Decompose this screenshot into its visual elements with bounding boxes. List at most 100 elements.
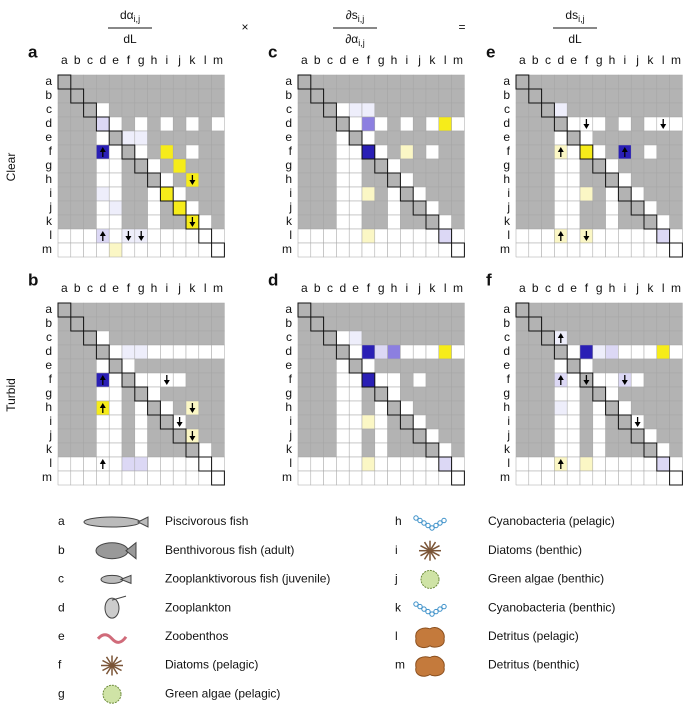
cell — [134, 442, 148, 458]
cell — [185, 330, 200, 346]
cell — [438, 158, 452, 174]
legend-key: d — [58, 600, 65, 614]
legend-label: Detritus (pelagic) — [488, 629, 579, 643]
cell — [438, 316, 452, 332]
icon-spike — [105, 656, 113, 666]
cell — [528, 302, 542, 318]
cell — [515, 228, 530, 244]
cell — [528, 344, 542, 360]
cell — [656, 330, 670, 346]
cell — [297, 116, 312, 132]
cell — [310, 116, 324, 132]
diagonal-cell — [374, 158, 389, 174]
cell — [198, 228, 212, 244]
row-label: e — [503, 130, 510, 144]
cell — [336, 74, 350, 90]
cell — [96, 116, 110, 132]
cell — [528, 102, 542, 118]
cell — [451, 330, 465, 346]
legend-label: Detritus (benthic) — [488, 658, 579, 672]
cell — [438, 186, 452, 202]
cell — [297, 102, 312, 118]
cell — [515, 330, 530, 346]
cell — [669, 130, 683, 146]
cell — [541, 102, 555, 118]
cell — [605, 372, 619, 388]
cell — [592, 102, 606, 118]
cell — [185, 186, 200, 202]
cell — [211, 200, 225, 216]
cell — [387, 116, 401, 132]
icon-spike — [111, 656, 119, 666]
cell — [451, 242, 465, 258]
column-label: k — [189, 281, 196, 295]
cell — [605, 242, 619, 258]
icon-bead — [413, 601, 419, 607]
diagonal-cell — [617, 186, 632, 202]
cell — [425, 400, 440, 416]
cell — [387, 442, 401, 458]
cell — [515, 456, 530, 472]
cell — [412, 214, 427, 230]
cell — [605, 186, 619, 202]
cell — [425, 316, 440, 332]
cell — [605, 414, 619, 430]
cell — [310, 186, 324, 202]
diagonal-cell — [605, 172, 619, 188]
cell — [185, 130, 200, 146]
cell — [172, 158, 187, 174]
cell — [348, 316, 363, 332]
cell — [579, 470, 594, 486]
cell — [172, 200, 187, 216]
cell — [515, 344, 530, 360]
cell — [348, 344, 363, 360]
cell — [387, 214, 401, 230]
cell — [160, 214, 174, 230]
diagonal-cell — [335, 344, 350, 360]
cell — [108, 316, 123, 332]
arrow-head — [621, 380, 628, 385]
cell — [515, 88, 530, 104]
denominator-text: dL — [123, 32, 137, 46]
column-label: m — [671, 53, 681, 67]
column-label: h — [609, 53, 616, 67]
cell — [121, 414, 136, 430]
cell — [310, 414, 324, 430]
cell — [579, 330, 594, 346]
icon-spike — [111, 659, 122, 667]
cell — [541, 344, 555, 360]
cell — [70, 228, 84, 244]
arrow-head — [583, 236, 590, 241]
cell — [297, 428, 312, 444]
cell — [579, 144, 594, 160]
cell — [172, 400, 187, 416]
cell — [541, 130, 555, 146]
cell — [643, 130, 658, 146]
cell — [96, 316, 110, 332]
cell — [297, 316, 312, 332]
cell — [566, 172, 581, 188]
numerator-text: dα — [120, 8, 134, 22]
cell — [108, 414, 123, 430]
cell — [198, 158, 212, 174]
cell — [297, 414, 312, 430]
cell — [554, 186, 568, 202]
cell — [669, 88, 683, 104]
cell — [387, 470, 401, 486]
panel-letter: d — [268, 270, 278, 289]
cell — [121, 316, 136, 332]
column-label: i — [165, 53, 168, 67]
cell — [656, 386, 670, 402]
cell — [412, 186, 427, 202]
cell — [172, 386, 187, 402]
cell — [374, 400, 388, 416]
cell — [361, 330, 376, 346]
legend-key: a — [58, 514, 65, 528]
row-label: k — [504, 442, 511, 456]
cell — [630, 470, 645, 486]
cell — [579, 456, 594, 472]
cell — [669, 400, 683, 416]
cell — [618, 302, 632, 318]
cell — [160, 358, 174, 374]
cell — [630, 116, 645, 132]
